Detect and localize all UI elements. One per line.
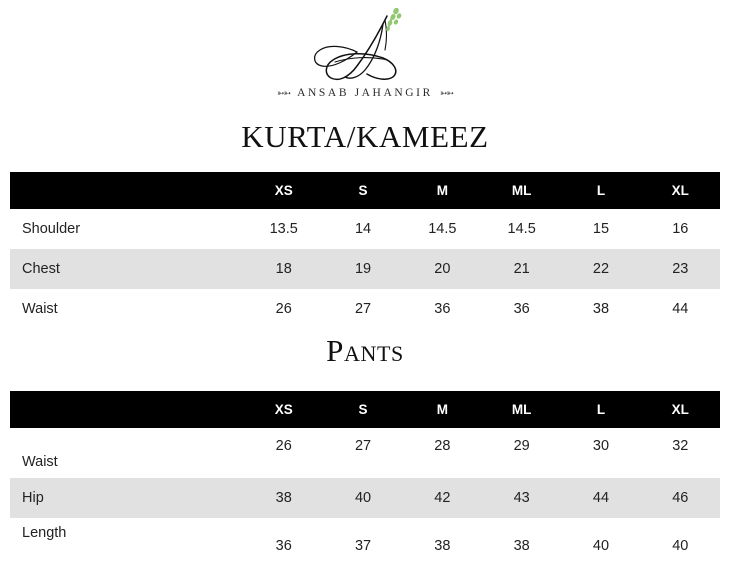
row-label-shoulder: Shoulder xyxy=(22,221,81,237)
ornament-left-icon: ➳➳ xyxy=(277,87,291,98)
cell-pants-waist-l: 30 xyxy=(592,438,610,454)
cell-shoulder-xs: 13.5 xyxy=(269,221,298,237)
cell-hip-xs: 38 xyxy=(275,490,292,506)
cell-chest-s: 19 xyxy=(354,261,372,277)
cell-chest-ml: 21 xyxy=(513,261,530,277)
cell-pants-waist-xs: 26 xyxy=(275,438,292,454)
table-row: Waist 26 27 28 29 30 32 xyxy=(10,428,720,478)
cell-waist-xs: 26 xyxy=(275,301,292,317)
size-table-pants: XS S M ML L XL Waist 26 27 28 29 30 32 H… xyxy=(10,391,720,561)
table-header-row: XS S M ML L XL xyxy=(10,391,720,428)
brand-logo-block: ➳➳ ANSAB JAHANGIR ➳➳ xyxy=(0,8,730,99)
table-row: Waist 26 27 36 36 38 44 xyxy=(10,289,720,329)
cell-shoulder-ml: 14.5 xyxy=(507,221,536,237)
row-label-waist: Waist xyxy=(22,301,58,317)
cell-shoulder-m: 14.5 xyxy=(428,221,457,237)
header-size-xs: XS xyxy=(274,402,293,417)
cell-pants-waist-m: 28 xyxy=(434,438,451,454)
row-label-length: Length xyxy=(22,525,67,541)
cell-length-xs: 36 xyxy=(275,538,292,554)
header-size-m: M xyxy=(436,183,448,198)
section-title-pants: Pants xyxy=(326,333,404,368)
cell-length-ml: 38 xyxy=(513,538,530,554)
cell-pants-waist-xl: 32 xyxy=(672,438,689,454)
header-size-m: M xyxy=(436,402,448,417)
row-label-pants-waist: Waist xyxy=(22,454,58,470)
brand-name: ANSAB JAHANGIR xyxy=(297,87,433,99)
table-row: Shoulder 13.5 14 14.5 14.5 15 16 xyxy=(10,209,720,249)
header-size-l: L xyxy=(596,402,606,417)
cell-hip-l: 44 xyxy=(592,490,610,506)
row-label-chest: Chest xyxy=(22,261,60,277)
cell-chest-l: 22 xyxy=(592,261,610,277)
cell-hip-ml: 43 xyxy=(513,490,530,506)
header-size-s: S xyxy=(358,402,368,417)
cell-waist-s: 27 xyxy=(354,301,372,317)
ornament-right-icon: ➳➳ xyxy=(439,87,454,98)
cell-pants-waist-ml: 29 xyxy=(513,438,530,454)
cell-hip-s: 40 xyxy=(354,490,372,506)
table-row: Hip 38 40 42 43 44 46 xyxy=(10,478,720,518)
header-size-xl: XL xyxy=(671,183,689,198)
table-header-row: XS S M ML L XL xyxy=(10,172,720,209)
header-measurement xyxy=(10,391,244,428)
cell-shoulder-xl: 16 xyxy=(672,221,689,237)
cell-hip-m: 42 xyxy=(434,490,451,506)
cell-waist-ml: 36 xyxy=(513,301,530,317)
cell-chest-xl: 23 xyxy=(672,261,689,277)
cell-chest-xs: 18 xyxy=(275,261,292,277)
cell-shoulder-l: 15 xyxy=(592,221,610,237)
cell-length-xl: 40 xyxy=(672,538,689,554)
header-size-xs: XS xyxy=(274,183,293,198)
cell-pants-waist-s: 27 xyxy=(354,438,372,454)
cell-waist-m: 36 xyxy=(434,301,451,317)
header-size-l: L xyxy=(596,183,606,198)
cell-length-l: 40 xyxy=(592,538,610,554)
header-size-ml: ML xyxy=(511,402,532,417)
cell-shoulder-s: 14 xyxy=(354,221,372,237)
header-measurement xyxy=(10,172,244,209)
table-row: Length 36 37 38 38 40 40 xyxy=(10,518,720,561)
cell-chest-m: 20 xyxy=(434,261,451,277)
header-size-s: S xyxy=(358,183,368,198)
brand-name-line: ➳➳ ANSAB JAHANGIR ➳➳ xyxy=(0,87,730,99)
cell-length-s: 37 xyxy=(354,538,372,554)
header-size-ml: ML xyxy=(511,183,532,198)
cell-waist-l: 38 xyxy=(592,301,610,317)
aj-monogram-icon xyxy=(314,8,402,81)
cell-hip-xl: 46 xyxy=(672,490,689,506)
header-size-xl: XL xyxy=(671,402,689,417)
row-label-hip: Hip xyxy=(22,490,44,506)
cell-waist-xl: 44 xyxy=(672,301,689,317)
cell-length-m: 38 xyxy=(434,538,451,554)
section-title-kurta: KURTA/KAMEEZ xyxy=(241,119,489,154)
table-row: Chest 18 19 20 21 22 23 xyxy=(10,249,720,289)
size-table-kurta: XS S M ML L XL Shoulder 13.5 14 14.5 14.… xyxy=(10,172,720,329)
